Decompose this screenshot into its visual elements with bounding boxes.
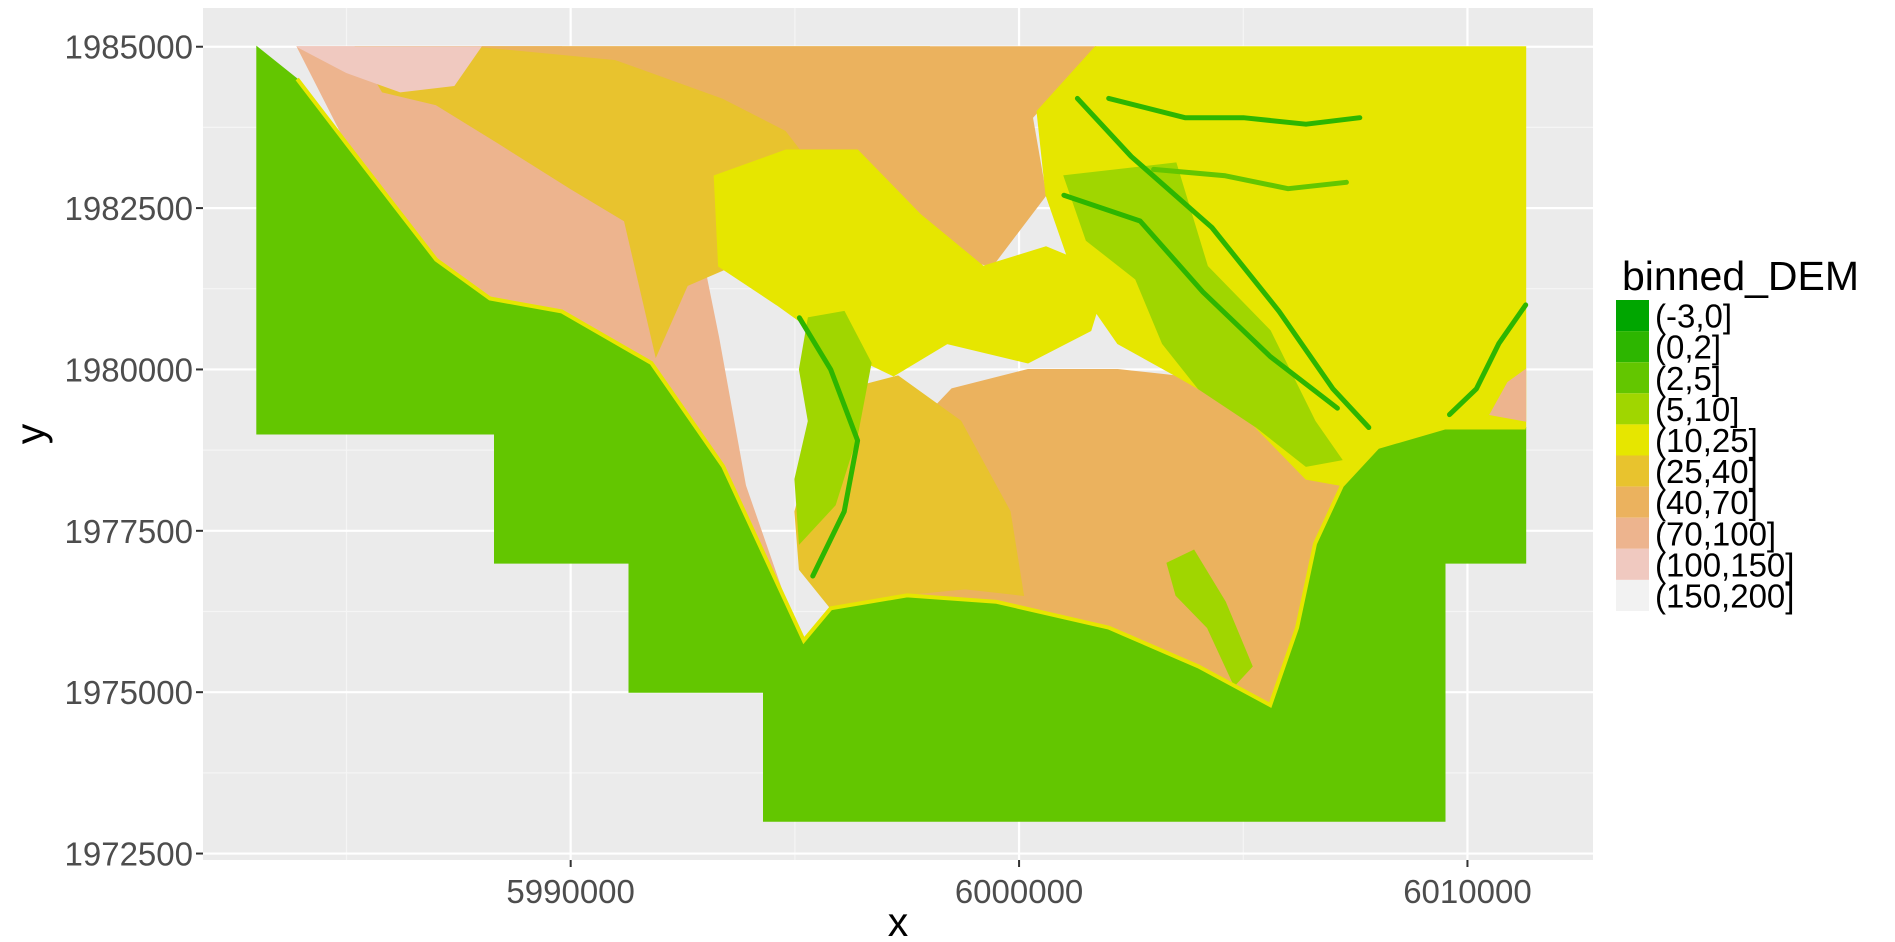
y-tick-label: 1977500	[65, 513, 193, 550]
legend: binned_DEM (-3,0](0,2](2,5](5,10](10,25]…	[1616, 253, 1859, 614]
legend-key	[1616, 548, 1649, 580]
x-tick-label: 5990000	[506, 873, 634, 910]
x-axis-title: x	[888, 899, 909, 942]
region-north-west-highland	[296, 46, 482, 93]
legend-key	[1616, 331, 1649, 363]
legend-label: (5,10]	[1655, 391, 1739, 428]
legend-label: (40,70]	[1655, 484, 1758, 521]
y-tick-label: 1982500	[65, 190, 193, 227]
channel-1	[1061, 192, 1340, 411]
legend-label: (25,40]	[1655, 453, 1758, 490]
x-tick-label: 6010000	[1403, 873, 1531, 910]
channel-4	[1106, 95, 1363, 127]
region-east-patch	[1489, 368, 1527, 422]
legend-label: (150,200]	[1655, 577, 1794, 614]
legend-key	[1616, 300, 1649, 332]
y-tick-label: 1980000	[65, 351, 193, 388]
legend-key	[1616, 579, 1649, 611]
legend-key	[1616, 393, 1649, 425]
legend-entries: (-3,0](0,2](2,5](5,10](10,25](25,40](40,…	[1616, 298, 1794, 614]
y-tick-label: 1985000	[65, 29, 193, 66]
legend-key	[1616, 517, 1649, 549]
region-north-east-marsh	[1063, 162, 1343, 467]
x-tick-label: 6000000	[955, 873, 1083, 910]
legend-label: (2,5]	[1655, 360, 1721, 397]
legend-label: (100,150]	[1655, 546, 1794, 583]
channel-3	[1447, 302, 1529, 418]
x-axis: 5990000 6000000 6010000	[506, 860, 1532, 910]
legend-label: (0,2]	[1655, 329, 1721, 366]
channel-0	[1074, 95, 1372, 430]
legend-key	[1616, 424, 1649, 456]
legend-label: (-3,0]	[1655, 298, 1732, 335]
legend-key	[1616, 455, 1649, 487]
y-tick-label: 1972500	[65, 836, 193, 873]
channel-2	[796, 315, 861, 579]
region-southeast-inlet	[1166, 549, 1253, 687]
region-inner-valley	[794, 310, 872, 545]
y-tick-label: 1975000	[65, 674, 193, 711]
legend-key	[1616, 486, 1649, 518]
coastal-fringe	[295, 77, 1526, 708]
y-axis-title: y	[7, 423, 53, 444]
dem-raster	[256, 45, 1529, 822]
legend-label: (70,100]	[1655, 515, 1776, 552]
legend-key	[1616, 362, 1649, 394]
legend-label: (10,25]	[1655, 422, 1758, 459]
legend-title: binned_DEM	[1622, 253, 1859, 299]
channel-5	[1151, 166, 1349, 192]
y-axis: 1972500 1975000 1977500 1980000 1982500 19850…	[65, 29, 203, 873]
